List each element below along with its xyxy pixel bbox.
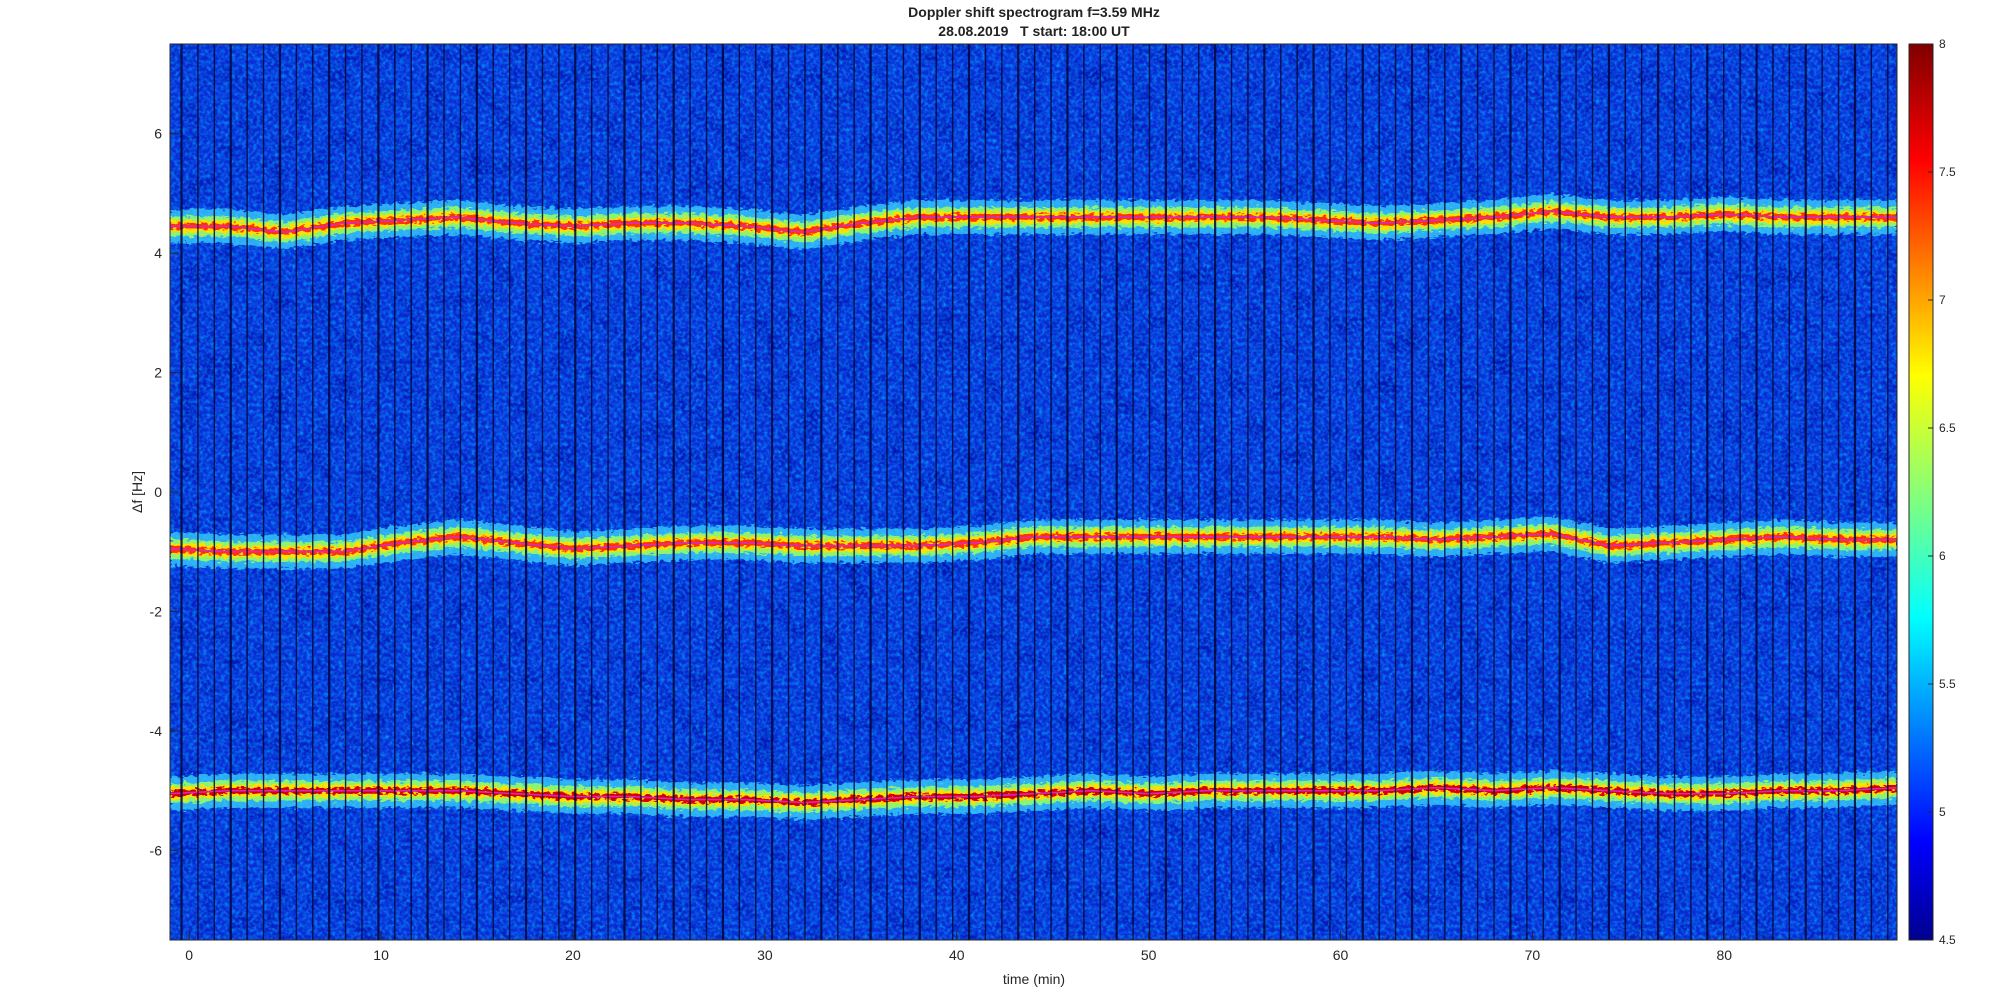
- x-tick-label: 10: [373, 947, 389, 963]
- colorbar-tick-label: 7: [1939, 293, 1946, 307]
- colorbar-tick-label: 6: [1939, 549, 1946, 563]
- x-tick-label: 70: [1525, 947, 1541, 963]
- y-axis: -6 -4 -2 0 2 4 6: [150, 126, 179, 858]
- x-tick-label: 50: [1141, 947, 1157, 963]
- x-tick-label: 40: [949, 947, 965, 963]
- time-segment-boundaries: [180, 44, 1889, 940]
- x-axis-label: time (min): [1003, 971, 1065, 987]
- colorbar-tick-label: 6.5: [1939, 421, 1956, 435]
- colorbar-tick-label: 5: [1939, 805, 1946, 819]
- chart-title: Doppler shift spectrogram f=3.59 MHz: [908, 4, 1160, 20]
- chart-subtitle: 28.08.2019 T start: 18:00 UT: [938, 23, 1130, 39]
- y-tick-label: -2: [150, 603, 163, 619]
- colorbar: 4.5 5 5.5 6 6.5 7 7.5 8: [1908, 37, 1956, 947]
- colorbar-tick-label: 8: [1939, 37, 1946, 51]
- colorbar-strip: [1908, 43, 1934, 941]
- y-tick-label: 4: [154, 245, 162, 261]
- colorbar-ticks: 4.5 5 5.5 6 6.5 7 7.5 8: [1928, 37, 1956, 947]
- colorbar-tick-label: 7.5: [1939, 165, 1956, 179]
- spectrogram-plot: [170, 44, 1897, 940]
- x-tick-label: 30: [757, 947, 773, 963]
- echo-trace-1: [170, 194, 1897, 250]
- colorbar-tick-label: 4.5: [1939, 933, 1956, 947]
- y-tick-label: 0: [154, 484, 162, 500]
- colorbar-tick-label: 5.5: [1939, 677, 1956, 691]
- x-axis: 0 10 20 30 40 50 60 70 80: [185, 931, 1732, 963]
- y-tick-label: -6: [150, 842, 163, 858]
- x-tick-label: 20: [565, 947, 581, 963]
- x-tick-label: 80: [1717, 947, 1733, 963]
- y-tick-label: 6: [154, 126, 162, 142]
- y-tick-label: 2: [154, 365, 162, 381]
- x-tick-label: 0: [185, 947, 193, 963]
- x-tick-label: 60: [1333, 947, 1349, 963]
- y-tick-label: -4: [150, 723, 163, 739]
- y-axis-label: Δf [Hz]: [129, 471, 145, 513]
